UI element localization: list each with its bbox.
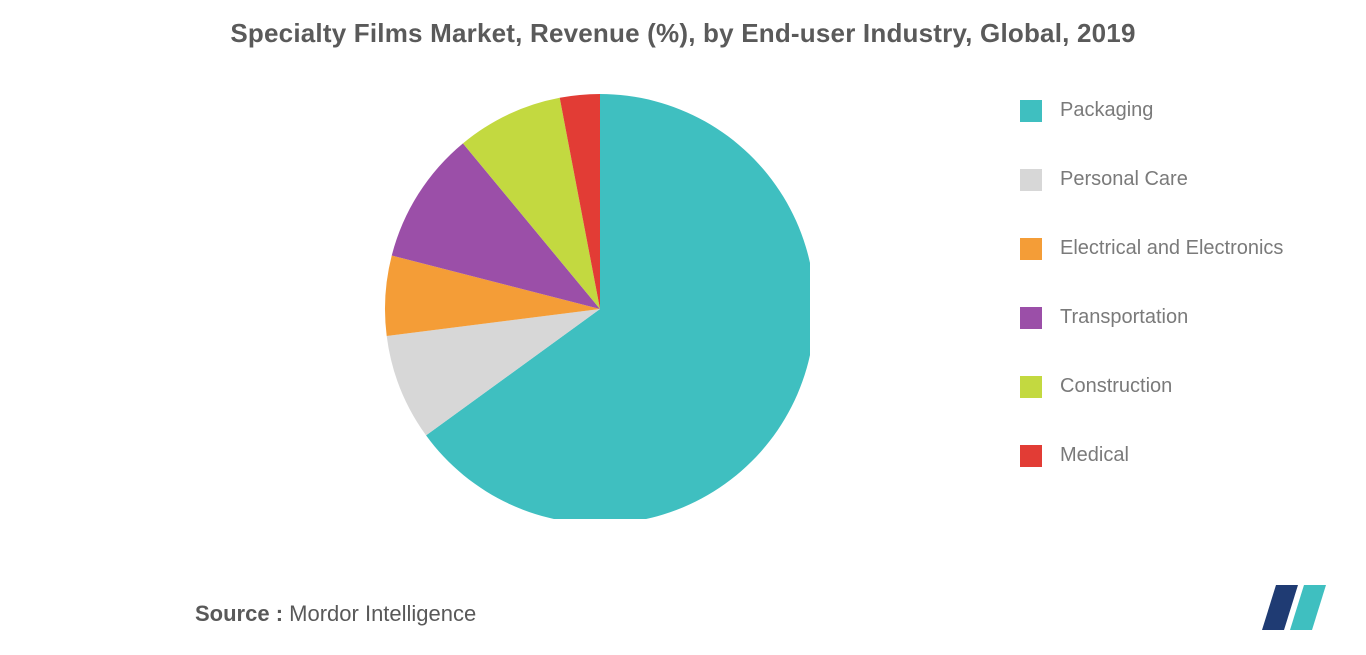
legend-item: Packaging bbox=[1020, 99, 1283, 122]
legend-swatch bbox=[1020, 376, 1042, 398]
legend-label: Personal Care bbox=[1060, 168, 1188, 191]
source-label: Source : bbox=[195, 601, 283, 626]
source-text: Mordor Intelligence bbox=[289, 601, 476, 626]
legend-swatch bbox=[1020, 100, 1042, 122]
chart-container: Specialty Films Market, Revenue (%), by … bbox=[0, 0, 1366, 655]
legend-label: Transportation bbox=[1060, 306, 1188, 329]
brand-logo-svg bbox=[1256, 585, 1326, 630]
legend: Packaging Personal Care Electrical and Ele… bbox=[1020, 99, 1283, 467]
pie-svg bbox=[380, 89, 810, 519]
legend-item: Medical bbox=[1020, 444, 1283, 467]
legend-item: Construction bbox=[1020, 375, 1283, 398]
legend-swatch bbox=[1020, 238, 1042, 260]
brand-logo-icon bbox=[1256, 585, 1326, 635]
legend-swatch bbox=[1020, 169, 1042, 191]
legend-item: Transportation bbox=[1020, 306, 1283, 329]
legend-label: Construction bbox=[1060, 375, 1172, 398]
legend-item: Electrical and Electronics bbox=[1020, 237, 1283, 260]
legend-item: Personal Care bbox=[1020, 168, 1283, 191]
legend-swatch bbox=[1020, 445, 1042, 467]
legend-label: Packaging bbox=[1060, 99, 1153, 122]
pie-chart bbox=[380, 89, 810, 524]
source-line: Source : Mordor Intelligence bbox=[195, 601, 476, 627]
legend-label: Electrical and Electronics bbox=[1060, 237, 1283, 260]
chart-title: Specialty Films Market, Revenue (%), by … bbox=[30, 18, 1336, 49]
chart-body: Packaging Personal Care Electrical and Ele… bbox=[30, 49, 1336, 569]
legend-label: Medical bbox=[1060, 444, 1129, 467]
legend-swatch bbox=[1020, 307, 1042, 329]
